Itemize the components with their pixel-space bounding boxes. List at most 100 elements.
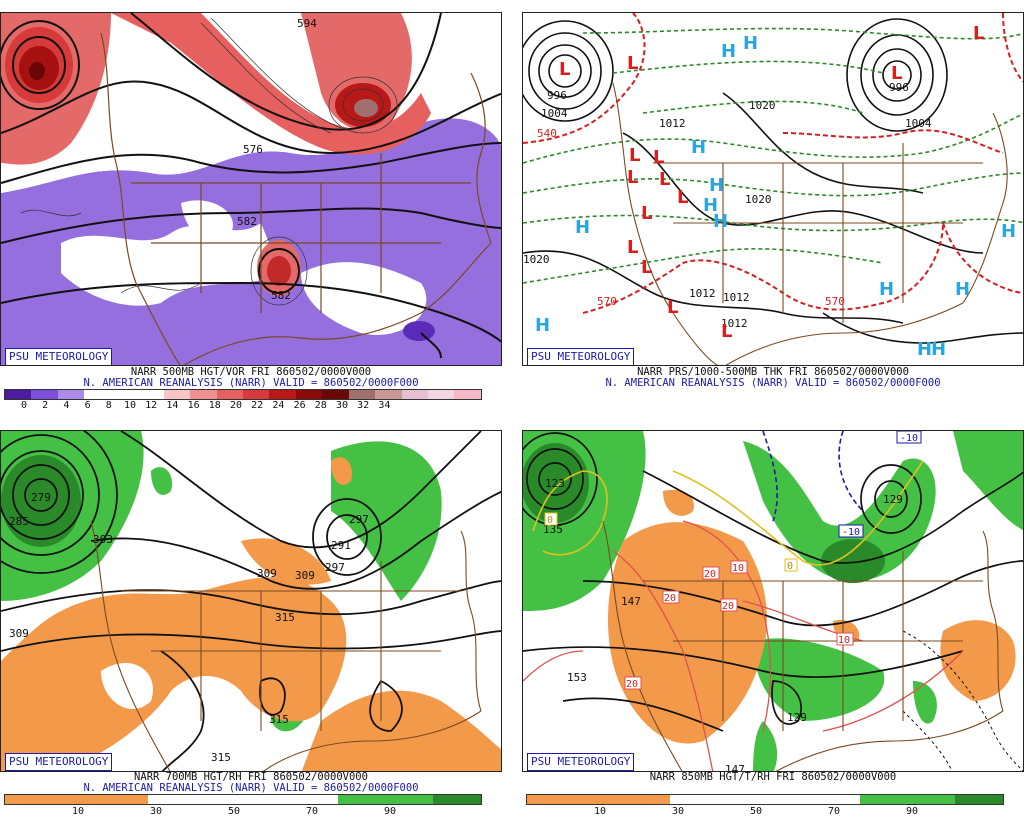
- svg-text:570: 570: [825, 295, 845, 308]
- colorbar-swatch: [812, 795, 861, 804]
- panel-slp-thickness: 996 1004 540 1012 1020 1020 1012 1012 57…: [522, 12, 1024, 408]
- colorbar-swatch: [84, 390, 111, 399]
- colorbar-swatch: [454, 390, 481, 399]
- colorbar-tick-label: 50: [227, 806, 241, 817]
- colorbar-swatch: [163, 390, 191, 399]
- svg-text:20: 20: [664, 593, 676, 604]
- svg-text:20: 20: [722, 601, 734, 612]
- colorbar-tick-label: 10: [123, 400, 137, 411]
- svg-text:H: H: [879, 279, 894, 300]
- colorbar-tick-label: 18: [208, 400, 221, 411]
- svg-text:10: 10: [838, 635, 850, 646]
- colorbar-tick-label: 2: [42, 400, 49, 411]
- svg-text:10: 10: [732, 563, 744, 574]
- panel-850mb-temp-rh: 123 135 147 153 129 129 147 -10 -10 0 20…: [522, 430, 1024, 826]
- svg-text:L: L: [629, 145, 640, 166]
- svg-text:H: H: [917, 339, 932, 360]
- panel-subtitle: N. AMERICAN REANALYSIS (NARR) VALID = 86…: [83, 782, 419, 794]
- colorbar-swatch: [52, 795, 101, 804]
- colorbar-swatch: [375, 390, 402, 399]
- svg-text:L: L: [721, 321, 732, 342]
- panel-subtitle: N. AMERICAN REANALYSIS (NARR) VALID = 86…: [83, 377, 419, 389]
- svg-text:1004: 1004: [541, 107, 568, 120]
- colorbar-swatch: [100, 795, 148, 804]
- colorbar-swatch: [269, 390, 296, 399]
- svg-text:129: 129: [787, 711, 807, 724]
- psu-meteorology-badge: PSU METEOROLOGY: [5, 348, 113, 365]
- rh700-map-graphic: 279 285 297 303 309 309 309 315 291 297 …: [1, 431, 501, 771]
- map-850mb-temp-rh: 123 135 147 153 129 129 147 -10 -10 0 20…: [522, 430, 1024, 772]
- colorbar-tick-label: 12: [145, 400, 158, 411]
- colorbar-swatch: [860, 795, 908, 804]
- svg-text:L: L: [973, 23, 984, 44]
- svg-text:L: L: [667, 297, 678, 318]
- svg-text:0: 0: [787, 561, 793, 572]
- vorticity-colorbar: [4, 389, 482, 400]
- svg-text:1012: 1012: [721, 317, 748, 330]
- svg-text:H: H: [703, 195, 718, 216]
- panel-700mb-rh: 279 285 297 303 309 309 309 315 291 297 …: [0, 430, 502, 826]
- high-pressure-markers: H H H H H H H H H H H H H: [535, 33, 1016, 360]
- svg-text:L: L: [659, 169, 670, 190]
- svg-text:1012: 1012: [689, 287, 716, 300]
- colorbar-swatch: [527, 795, 575, 804]
- svg-text:540: 540: [537, 127, 557, 140]
- svg-text:20: 20: [704, 569, 716, 580]
- svg-text:576: 576: [243, 143, 263, 156]
- svg-text:L: L: [627, 53, 638, 74]
- svg-text:-10: -10: [842, 527, 860, 538]
- colorbar-tick-label: 26: [293, 400, 306, 411]
- colorbar-tick-label: 90: [383, 806, 397, 817]
- panel-title: NARR 850MB HGT/T/RH FRI 860502/0000V000: [649, 771, 897, 783]
- colorbar-swatch: [385, 795, 434, 804]
- colorbar-swatch: [622, 795, 670, 804]
- svg-text:297: 297: [325, 561, 345, 574]
- colorbar-swatch: [31, 390, 58, 399]
- colorbar-swatch: [428, 390, 455, 399]
- colorbar-swatch: [195, 795, 243, 804]
- colorbar-tick-label: 10: [593, 806, 607, 817]
- colorbar-swatch: [137, 390, 164, 399]
- panel-subtitle: N. AMERICAN REANALYSIS (NARR) VALID = 86…: [605, 377, 941, 389]
- colorbar-swatch: [57, 390, 85, 399]
- colorbar-swatch: [242, 390, 270, 399]
- svg-text:279: 279: [31, 491, 51, 504]
- svg-text:135: 135: [543, 523, 563, 536]
- svg-text:309: 309: [9, 627, 29, 640]
- colorbar-tick-label: 70: [305, 806, 319, 817]
- svg-text:H: H: [575, 217, 590, 238]
- svg-text:H: H: [931, 339, 946, 360]
- psu-meteorology-badge: PSU METEOROLOGY: [527, 348, 635, 365]
- svg-text:H: H: [721, 41, 736, 62]
- svg-text:315: 315: [275, 611, 295, 624]
- colorbar-tick-label: 28: [314, 400, 327, 411]
- map-500mb-vorticity: 594 576 582 582 PSU METEOROLOGY: [0, 12, 502, 366]
- svg-text:147: 147: [725, 763, 745, 772]
- colorbar-swatch: [669, 795, 718, 804]
- svg-text:315: 315: [211, 751, 231, 764]
- svg-text:H: H: [709, 175, 724, 196]
- colorbar-tick-label: 0: [20, 400, 28, 411]
- map-slp-thickness: 996 1004 540 1012 1020 1020 1012 1012 57…: [522, 12, 1024, 366]
- colorbar-tick-label: 70: [827, 806, 841, 817]
- svg-text:996: 996: [889, 81, 909, 94]
- colorbar-tick-label: 6: [84, 400, 91, 411]
- svg-text:L: L: [677, 187, 688, 208]
- svg-text:1012: 1012: [723, 291, 750, 304]
- colorbar-swatch: [190, 390, 217, 399]
- panel-title: NARR 700MB HGT/RH FRI 860502/0000V000: [134, 771, 368, 783]
- colorbar-swatch: [907, 795, 956, 804]
- svg-text:285: 285: [9, 515, 29, 528]
- svg-text:582: 582: [237, 215, 257, 228]
- colorbar-swatch: [5, 390, 32, 399]
- svg-text:L: L: [627, 167, 638, 188]
- svg-text:594: 594: [297, 17, 317, 30]
- svg-text:996: 996: [547, 89, 567, 102]
- colorbar-tick-label: 20: [229, 400, 243, 411]
- colorbar-tick-label: 30: [335, 400, 349, 411]
- svg-text:H: H: [691, 137, 706, 158]
- colorbar-swatch: [348, 390, 376, 399]
- colorbar-tick-label: 10: [71, 806, 85, 817]
- colorbar-swatch: [242, 795, 291, 804]
- svg-text:1004: 1004: [905, 117, 932, 130]
